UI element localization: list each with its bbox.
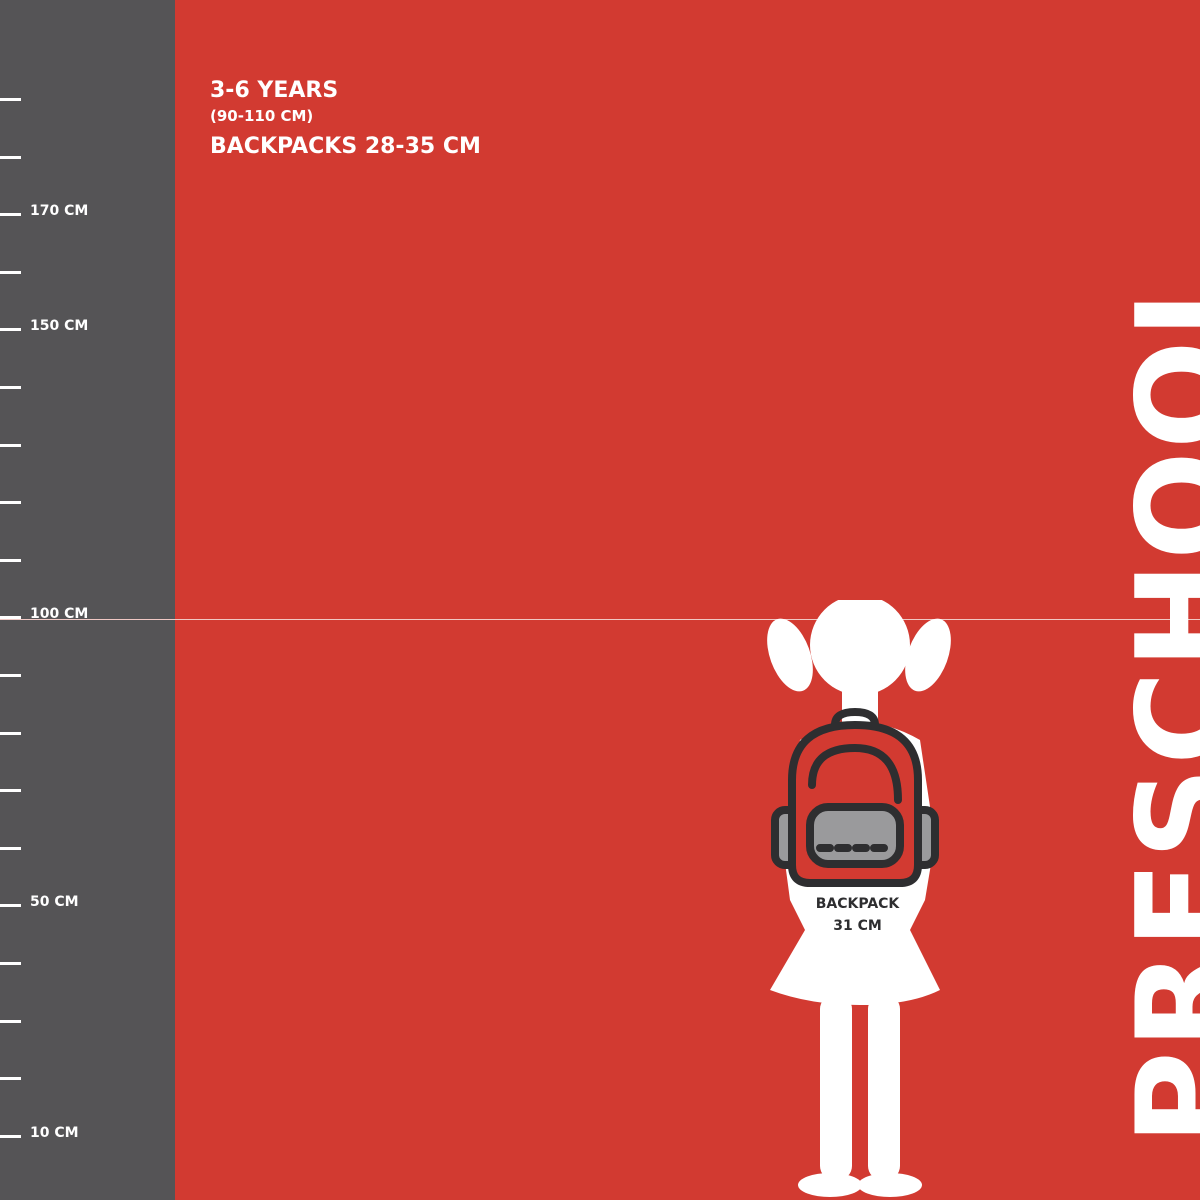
ruler-tick [0, 270, 21, 274]
ruler-tick [0, 1077, 21, 1081]
backpack-label: BACKPACK [815, 896, 900, 912]
category-title: PRESCHOOL [1110, 254, 1200, 1145]
height-marker-line [0, 619, 1200, 620]
backpack-icon [771, 707, 939, 887]
ruler-tick [0, 213, 21, 217]
height-range: (90-110 CM) [210, 107, 314, 125]
ruler-tick-label: 170 CM [30, 203, 89, 220]
ruler-tick [0, 155, 21, 159]
ruler-tick [0, 98, 21, 101]
age-range: 3-6 YEARS [210, 78, 339, 103]
ruler-tick [0, 443, 21, 447]
ruler-tick [0, 558, 21, 562]
ruler-tick-label: 150 CM [30, 318, 89, 335]
ruler-tick [0, 731, 21, 735]
ruler-tick [0, 846, 21, 850]
backpack-size-range: BACKPACKS 28-35 CM [210, 134, 481, 159]
ruler-tick [0, 904, 21, 908]
ruler-tick [0, 962, 21, 965]
ruler-tick [0, 386, 21, 389]
ruler-tick [0, 328, 21, 332]
ruler-tick [0, 501, 21, 505]
ruler-tick [0, 616, 21, 620]
ruler-tick-label: 10 CM [30, 1124, 79, 1141]
ruler-tick [0, 674, 21, 677]
height-ruler: 170 CM 150 CM 100 CM 50 CM 10 CM [0, 0, 175, 1200]
backpack-size: 31 CM [833, 918, 882, 934]
child-silhouette [767, 600, 951, 1197]
ruler-tick-label: 50 CM [30, 894, 79, 911]
ruler-tick [0, 789, 21, 793]
ruler-tick-label: 100 CM [30, 606, 89, 623]
ruler-tick [0, 1134, 21, 1138]
ruler-tick [0, 1019, 21, 1023]
